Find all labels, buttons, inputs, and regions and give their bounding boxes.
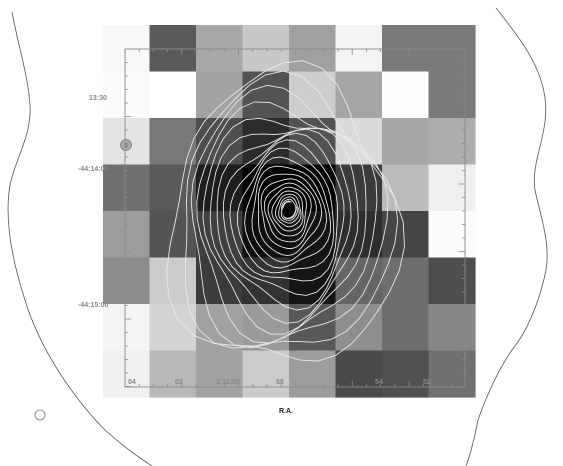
contour-level xyxy=(190,84,389,349)
contour-level xyxy=(222,132,345,296)
contour-level xyxy=(244,156,332,269)
contour-level xyxy=(271,190,304,232)
grid-pixel xyxy=(149,164,197,212)
grid-pixel xyxy=(149,71,197,119)
grid-pixel xyxy=(149,257,197,305)
y-tick-label-3: -44:15:00 xyxy=(78,302,108,309)
grid-pixel xyxy=(428,71,476,119)
grid-pixel xyxy=(149,211,197,259)
grid-pixel xyxy=(149,118,197,166)
contour-level xyxy=(257,173,323,257)
x-tick-label-3: 3:11:00 xyxy=(216,379,240,386)
grid-pixel xyxy=(382,257,430,305)
grid-pixel xyxy=(289,257,337,305)
contour-level xyxy=(267,186,307,237)
grid-pixel xyxy=(103,211,151,259)
grid-pixel xyxy=(335,71,383,119)
x-tick-label-4: 58 xyxy=(276,379,284,386)
grid-pixel xyxy=(428,164,476,212)
x-tick-label-1: 04 xyxy=(128,379,136,386)
grid-pixel xyxy=(242,350,290,398)
grid-pixel xyxy=(382,164,430,212)
beam-ellipse xyxy=(34,409,46,421)
grid-pixel xyxy=(196,350,244,398)
contour-level xyxy=(263,182,312,243)
grid-pixel xyxy=(149,350,197,398)
grid-pixel xyxy=(382,211,430,259)
contour-level xyxy=(216,128,352,311)
contour-level xyxy=(278,196,300,224)
grid-pixel xyxy=(382,304,430,352)
x-tick-label-6: 52 xyxy=(423,379,431,386)
outer-contour-right xyxy=(465,7,548,466)
y-tick-label-1: 13:30 xyxy=(89,95,107,102)
peak-core xyxy=(282,202,296,218)
grid-pixel xyxy=(382,118,430,166)
contour-level xyxy=(236,147,335,274)
circle-marker-label: 5 xyxy=(124,144,128,150)
contour-level xyxy=(280,198,298,221)
grid-pixel xyxy=(196,71,244,119)
grid-pixel xyxy=(382,71,430,119)
x-tick-label-2: 02 xyxy=(175,379,183,386)
grid-pixel xyxy=(103,257,151,305)
grid-pixel xyxy=(242,71,290,119)
grid-pixel xyxy=(196,304,244,352)
contour-level xyxy=(251,165,327,263)
grid-pixel xyxy=(428,350,476,398)
radio-contours xyxy=(166,60,405,362)
grid-pixel xyxy=(382,350,430,398)
grid-pixel xyxy=(149,304,197,352)
grid-pixel xyxy=(289,71,337,119)
grid-pixel xyxy=(289,164,337,212)
x-axis-label: R.A. xyxy=(279,408,293,415)
contour-level xyxy=(166,60,405,362)
contour-level xyxy=(184,70,399,349)
contour-level xyxy=(202,117,367,335)
grid-pixel xyxy=(103,164,151,212)
grid-pixel xyxy=(196,164,244,212)
circle-marker: 5 xyxy=(120,139,132,151)
outer-contour-left xyxy=(7,11,153,466)
grid-pixel xyxy=(335,304,383,352)
grid-pixel xyxy=(428,211,476,259)
grid-pixel xyxy=(428,304,476,352)
contour-level xyxy=(260,178,317,249)
grid-pixel xyxy=(335,164,383,212)
grid-pixel xyxy=(335,350,383,398)
x-tick-label-5: 54 xyxy=(375,379,383,386)
contour-level xyxy=(274,193,302,228)
grid-pixel xyxy=(289,350,337,398)
grid-pixel xyxy=(196,211,244,259)
contour-level xyxy=(209,127,359,324)
contour-level xyxy=(229,139,338,282)
y-tick-label-2: -44:14:00 xyxy=(78,166,108,173)
grid-pixel xyxy=(103,71,151,119)
grid-pixel xyxy=(103,304,151,352)
grid-pixel xyxy=(103,350,151,398)
grid-pixel xyxy=(428,118,476,166)
grid-pixel xyxy=(428,257,476,305)
